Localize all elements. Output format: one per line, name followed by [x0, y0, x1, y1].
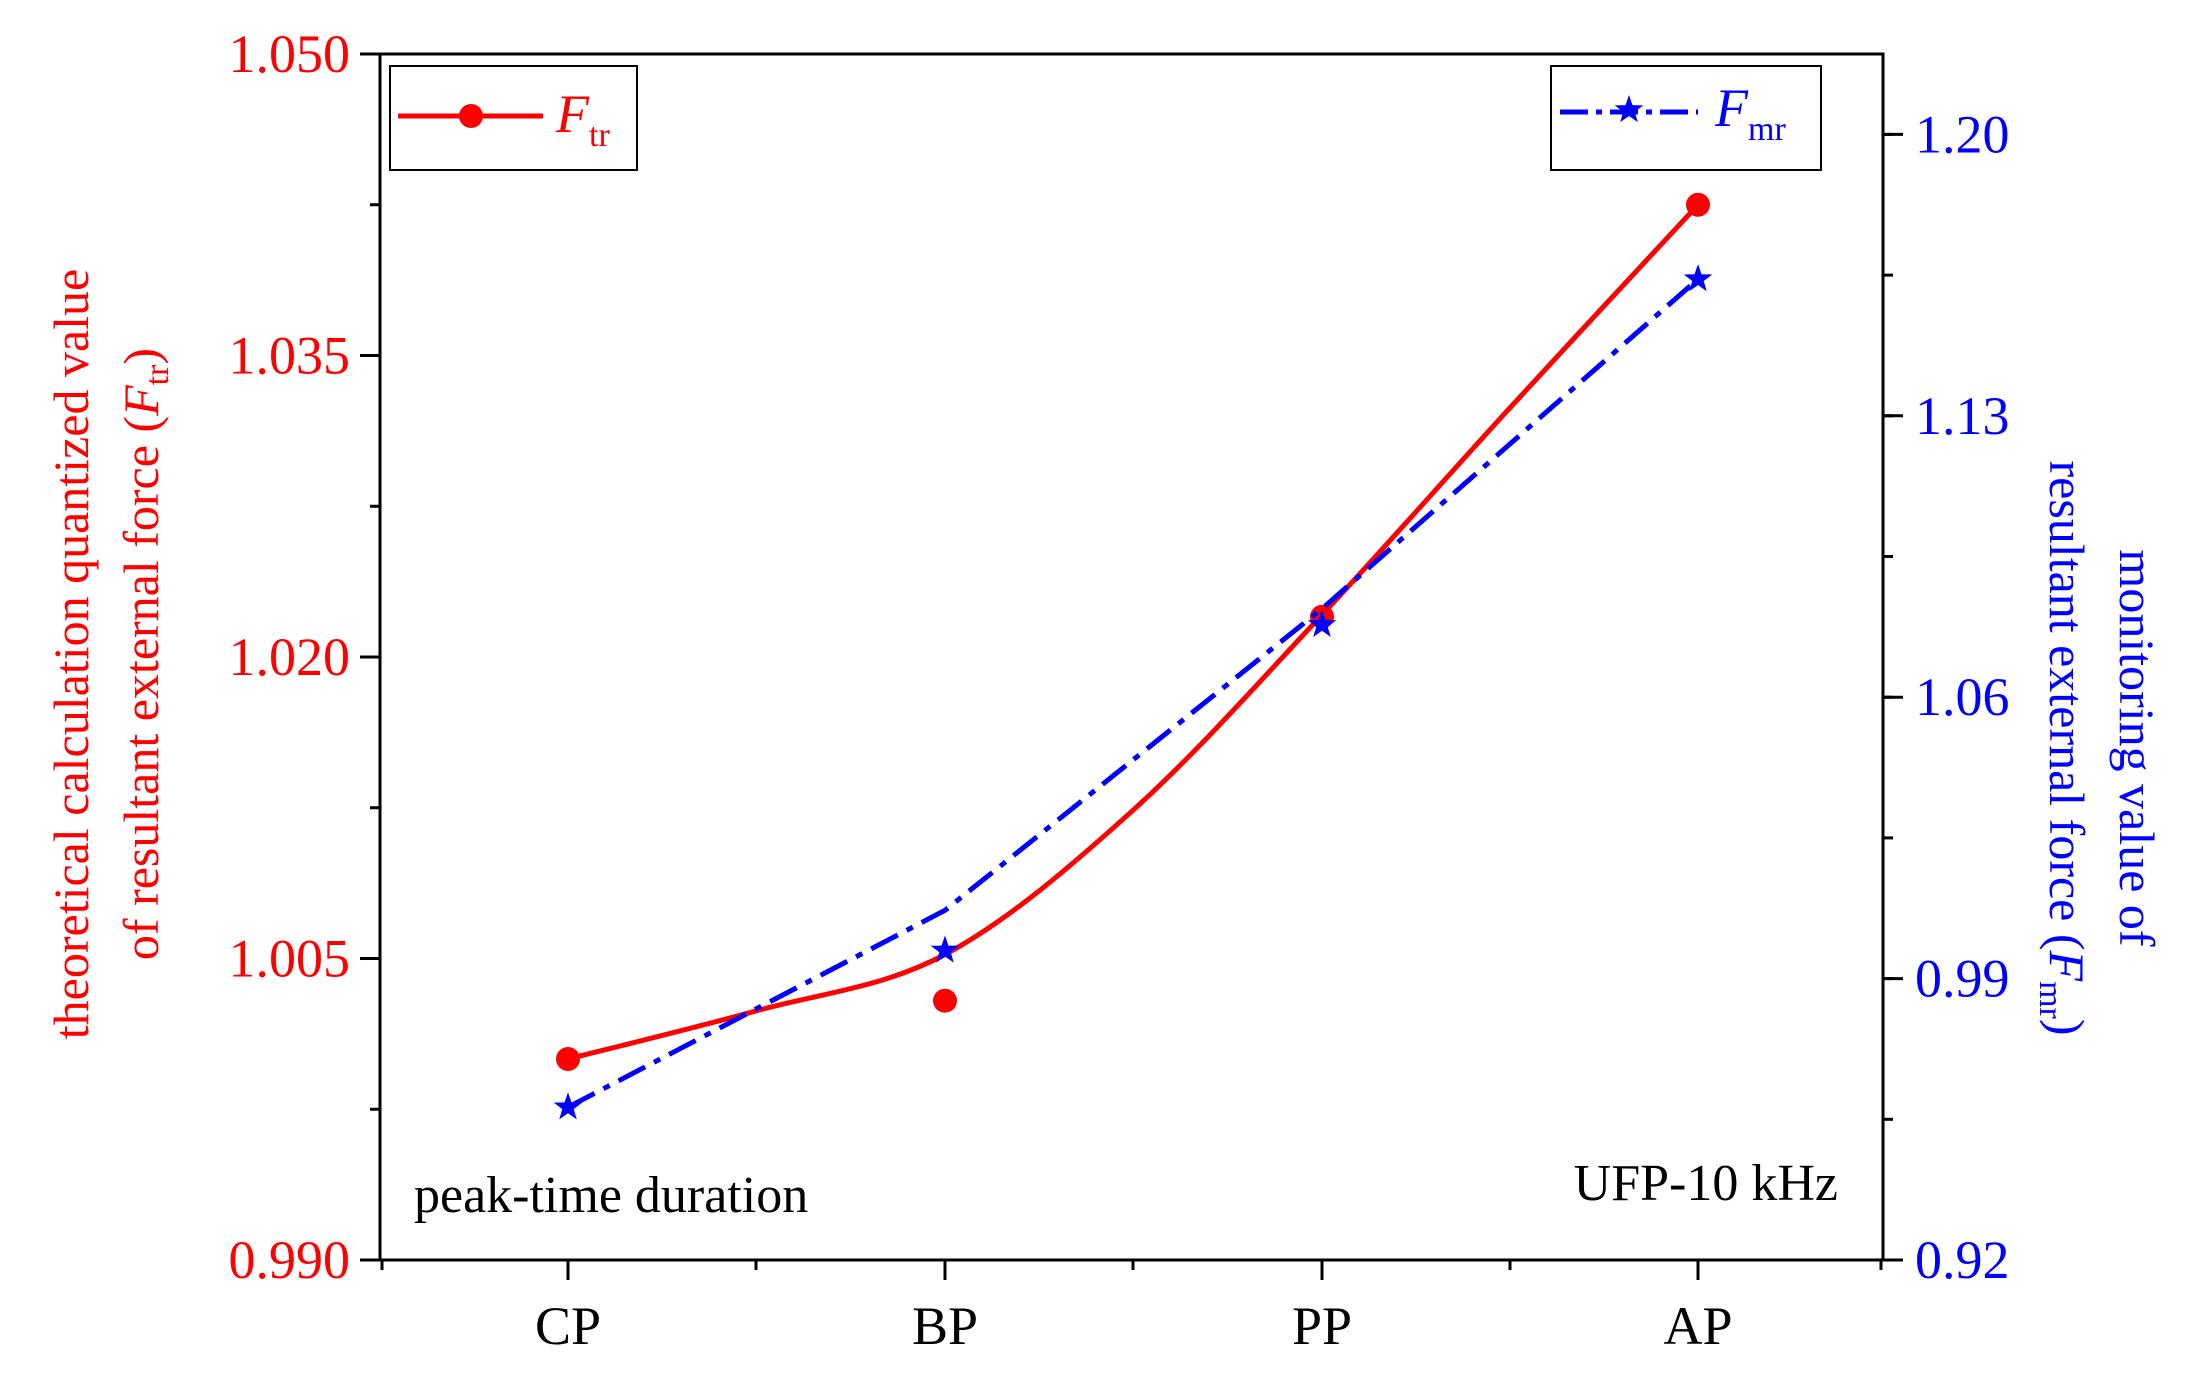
- left-axis-tick-label: 1.005: [229, 929, 351, 989]
- x-axis-tick-label: BP: [912, 1296, 978, 1356]
- annotation-ufp-10khz: UFP-10 kHz: [1574, 1155, 1838, 1212]
- left-axis-label-line1: theoretical calculation quantized value: [43, 269, 99, 1039]
- right-axis-tick-label: 1.20: [1915, 104, 2010, 164]
- right-axis-label-line2: resultant external force (Fmr): [2032, 461, 2095, 1036]
- series-line-f-tr: [567, 203, 1700, 1062]
- legend-ftr-label: Ftr: [555, 84, 610, 154]
- legend-fmr-subscript: mr: [1748, 111, 1786, 148]
- right-axis-label-line1: monitoring value of: [2109, 549, 2165, 946]
- left-axis-tick-label: 1.035: [229, 326, 351, 386]
- legend-fmr-symbol: F: [1714, 78, 1749, 138]
- data-point-f-tr: [933, 988, 957, 1013]
- left-axis-label-prefix: of resultant external force (: [113, 416, 169, 960]
- legend-fmr[interactable]: Fmr: [1550, 65, 1822, 171]
- left-axis-tick-label: 1.020: [229, 627, 351, 687]
- right-axis-tick-label: 1.13: [1915, 386, 2010, 446]
- right-axis: 0.92 0.99 1.06 1.13 1.20: [1883, 104, 2010, 1290]
- data-point-f-tr: [556, 1047, 580, 1071]
- right-axis-tick-label: 0.92: [1915, 1230, 2010, 1290]
- left-axis-label-line2: of resultant external force (Ftr): [113, 348, 176, 960]
- left-axis: 0.990 1.005 1.020 1.035 1.050: [229, 24, 380, 1290]
- legend-ftr-marker: [459, 104, 483, 128]
- legend-fmr-marker: [1614, 95, 1644, 123]
- x-axis-tick-label: PP: [1292, 1296, 1352, 1356]
- right-axis-label-prefix: resultant external force (: [2039, 461, 2095, 951]
- series-f-tr: [556, 192, 1710, 1071]
- right-axis-label-subscript: mr: [2032, 981, 2069, 1019]
- left-axis-label-suffix: ): [113, 348, 169, 365]
- series-line-f-mr: [566, 277, 1700, 1110]
- left-axis-label-symbol: F: [113, 385, 169, 417]
- annotation-peak-time-duration: peak-time duration: [414, 1167, 808, 1224]
- left-axis-tick-label: 1.050: [229, 24, 351, 84]
- left-axis-tick-label: 0.990: [229, 1230, 351, 1290]
- legend-ftr[interactable]: Ftr: [389, 65, 638, 171]
- data-point-f-mr: [1683, 264, 1713, 292]
- right-axis-label-suffix: ): [2039, 1019, 2095, 1036]
- data-point-f-mr: [930, 935, 960, 963]
- legend-fmr-box: [1550, 65, 1822, 171]
- series-layer: [553, 192, 1713, 1120]
- right-axis-label-symbol: F: [2039, 950, 2095, 982]
- data-point-f-mr: [1307, 609, 1337, 637]
- legend-ftr-subscript: tr: [589, 117, 610, 154]
- x-axis-tick-label: CP: [535, 1296, 601, 1356]
- x-axis: CP BP PP AP: [380, 1260, 1883, 1356]
- legend-fmr-label: Fmr: [1714, 78, 1786, 148]
- right-axis-tick-label: 1.06: [1915, 667, 2010, 727]
- series-f-mr: [553, 264, 1713, 1120]
- right-axis-tick-label: 0.99: [1915, 949, 2010, 1009]
- plot-frame: [378, 52, 1885, 1262]
- left-axis-label-subscript: tr: [139, 364, 176, 385]
- data-point-f-mr: [553, 1092, 583, 1120]
- data-point-f-tr: [1686, 192, 1710, 217]
- legend-ftr-symbol: F: [555, 84, 590, 144]
- x-axis-tick-label: AP: [1663, 1296, 1732, 1356]
